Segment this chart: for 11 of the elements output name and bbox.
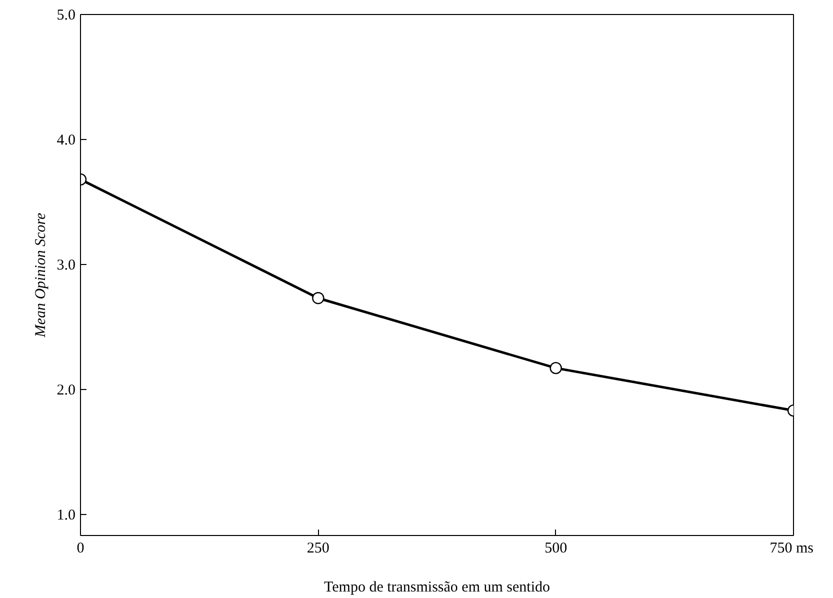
x-tick-label: 750 ms xyxy=(770,540,814,556)
y-tick-label: 4.0 xyxy=(56,132,76,148)
y-tick-label: 1.0 xyxy=(56,507,76,524)
y-tick-label: 3.0 xyxy=(56,257,76,274)
x-tick-label: 250 xyxy=(306,540,330,556)
x-tick-label: 500 xyxy=(544,540,568,556)
y-axis-title: Mean Opinion Score xyxy=(32,212,49,338)
y-tick-label: 5.0 xyxy=(56,8,76,24)
x-tick-label: 0 xyxy=(76,540,84,556)
y-tick-label: 2.0 xyxy=(56,382,76,398)
x-axis-title: Tempo de transmissão em um sentido xyxy=(324,580,550,596)
